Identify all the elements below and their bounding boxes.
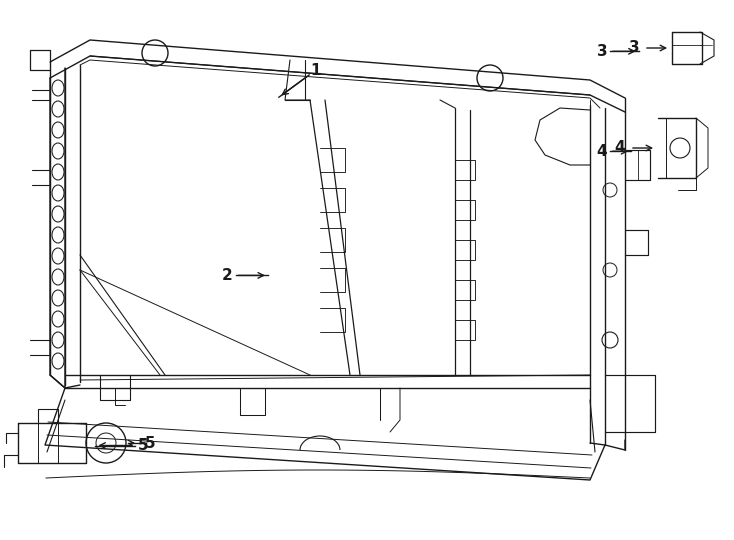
Text: 3: 3 — [597, 44, 607, 59]
Text: 3: 3 — [629, 40, 639, 56]
Text: 1: 1 — [310, 63, 321, 78]
Text: 5: 5 — [138, 438, 148, 453]
Text: 4: 4 — [614, 140, 625, 156]
Text: 4: 4 — [597, 144, 607, 159]
Text: 2: 2 — [222, 268, 233, 283]
Text: 5: 5 — [145, 435, 156, 450]
